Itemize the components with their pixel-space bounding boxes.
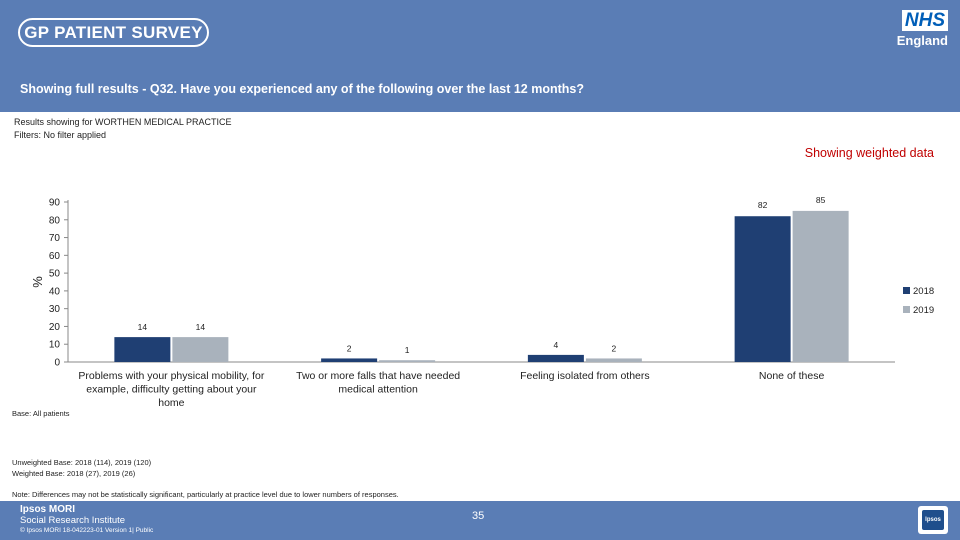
category-label: Two or more falls that have needed xyxy=(296,370,460,382)
y-tick-label: 50 xyxy=(49,269,61,280)
weighted-label: Showing weighted data xyxy=(804,146,934,160)
nhs-region: England xyxy=(896,33,948,48)
bar-2019 xyxy=(585,358,642,362)
data-label: 4 xyxy=(554,340,559,350)
y-tick-label: 0 xyxy=(54,358,60,369)
y-tick-label: 80 xyxy=(49,215,61,226)
y-tick-label: 10 xyxy=(49,340,61,351)
base-text: Base: All patients xyxy=(12,409,70,418)
ipsos-logo-text: Ipsos xyxy=(922,510,944,530)
y-tick-label: 30 xyxy=(49,304,61,315)
note-text: Note: Differences may not be statistical… xyxy=(12,490,399,499)
question-bar xyxy=(0,72,960,106)
y-tick-label: 70 xyxy=(49,233,61,244)
category-label: None of these xyxy=(759,370,825,382)
bar-2019 xyxy=(792,210,849,362)
company-name: Ipsos MORI xyxy=(20,504,76,515)
category-label: example, difficulty getting about your xyxy=(86,384,257,396)
footer-band xyxy=(0,501,960,540)
weighted-base: Weighted Base: 2018 (27), 2019 (26) xyxy=(12,469,136,478)
legend-swatch-2018 xyxy=(903,287,910,294)
y-tick-label: 40 xyxy=(49,286,61,297)
ipsos-logo: Ipsos xyxy=(918,506,948,534)
y-tick-label: 60 xyxy=(49,251,61,262)
legend-swatch-2019 xyxy=(903,306,910,313)
results-info: Results showing for WORTHEN MEDICAL PRAC… xyxy=(14,116,232,142)
gp-survey-logo: GP PATIENT SURVEY xyxy=(18,18,209,47)
data-label: 14 xyxy=(196,322,206,332)
institute-name: Social Research Institute xyxy=(20,515,126,526)
bar-2018 xyxy=(527,354,584,362)
category-label: home xyxy=(158,397,184,409)
results-for: Results showing for WORTHEN MEDICAL PRAC… xyxy=(14,117,232,127)
category-label: Feeling isolated from others xyxy=(520,370,650,382)
legend-label: 2018 xyxy=(913,286,934,297)
data-label: 85 xyxy=(816,195,826,205)
unweighted-base: Unweighted Base: 2018 (114), 2019 (120) xyxy=(12,458,152,467)
filters-text: Filters: No filter applied xyxy=(14,130,107,140)
bar-2018 xyxy=(734,216,791,362)
nhs-logo-text: NHS xyxy=(901,10,948,31)
nhs-logo: NHS England xyxy=(890,10,948,48)
y-tick-label: 20 xyxy=(49,322,61,333)
bar-2018 xyxy=(321,358,378,362)
data-label: 14 xyxy=(138,322,148,332)
legend-label: 2019 xyxy=(913,305,934,316)
question-title: Showing full results - Q32. Have you exp… xyxy=(20,82,585,96)
y-axis-label: % xyxy=(30,276,45,288)
category-label: medical attention xyxy=(338,384,418,396)
bar-2018 xyxy=(114,337,171,362)
y-tick-label: 90 xyxy=(49,198,61,209)
copyright-text: © Ipsos MORI 18-042223-01 Version 1| Pub… xyxy=(20,527,154,534)
page-number: 35 xyxy=(472,510,485,522)
category-label: Problems with your physical mobility, fo… xyxy=(78,370,264,382)
data-label: 2 xyxy=(347,343,352,353)
data-label: 2 xyxy=(612,343,617,353)
base-details: Unweighted Base: 2018 (114), 2019 (120) … xyxy=(12,457,151,479)
bar-2019 xyxy=(379,360,436,362)
bar-2019 xyxy=(172,337,229,362)
data-label: 82 xyxy=(758,200,768,210)
data-label: 1 xyxy=(405,345,410,355)
